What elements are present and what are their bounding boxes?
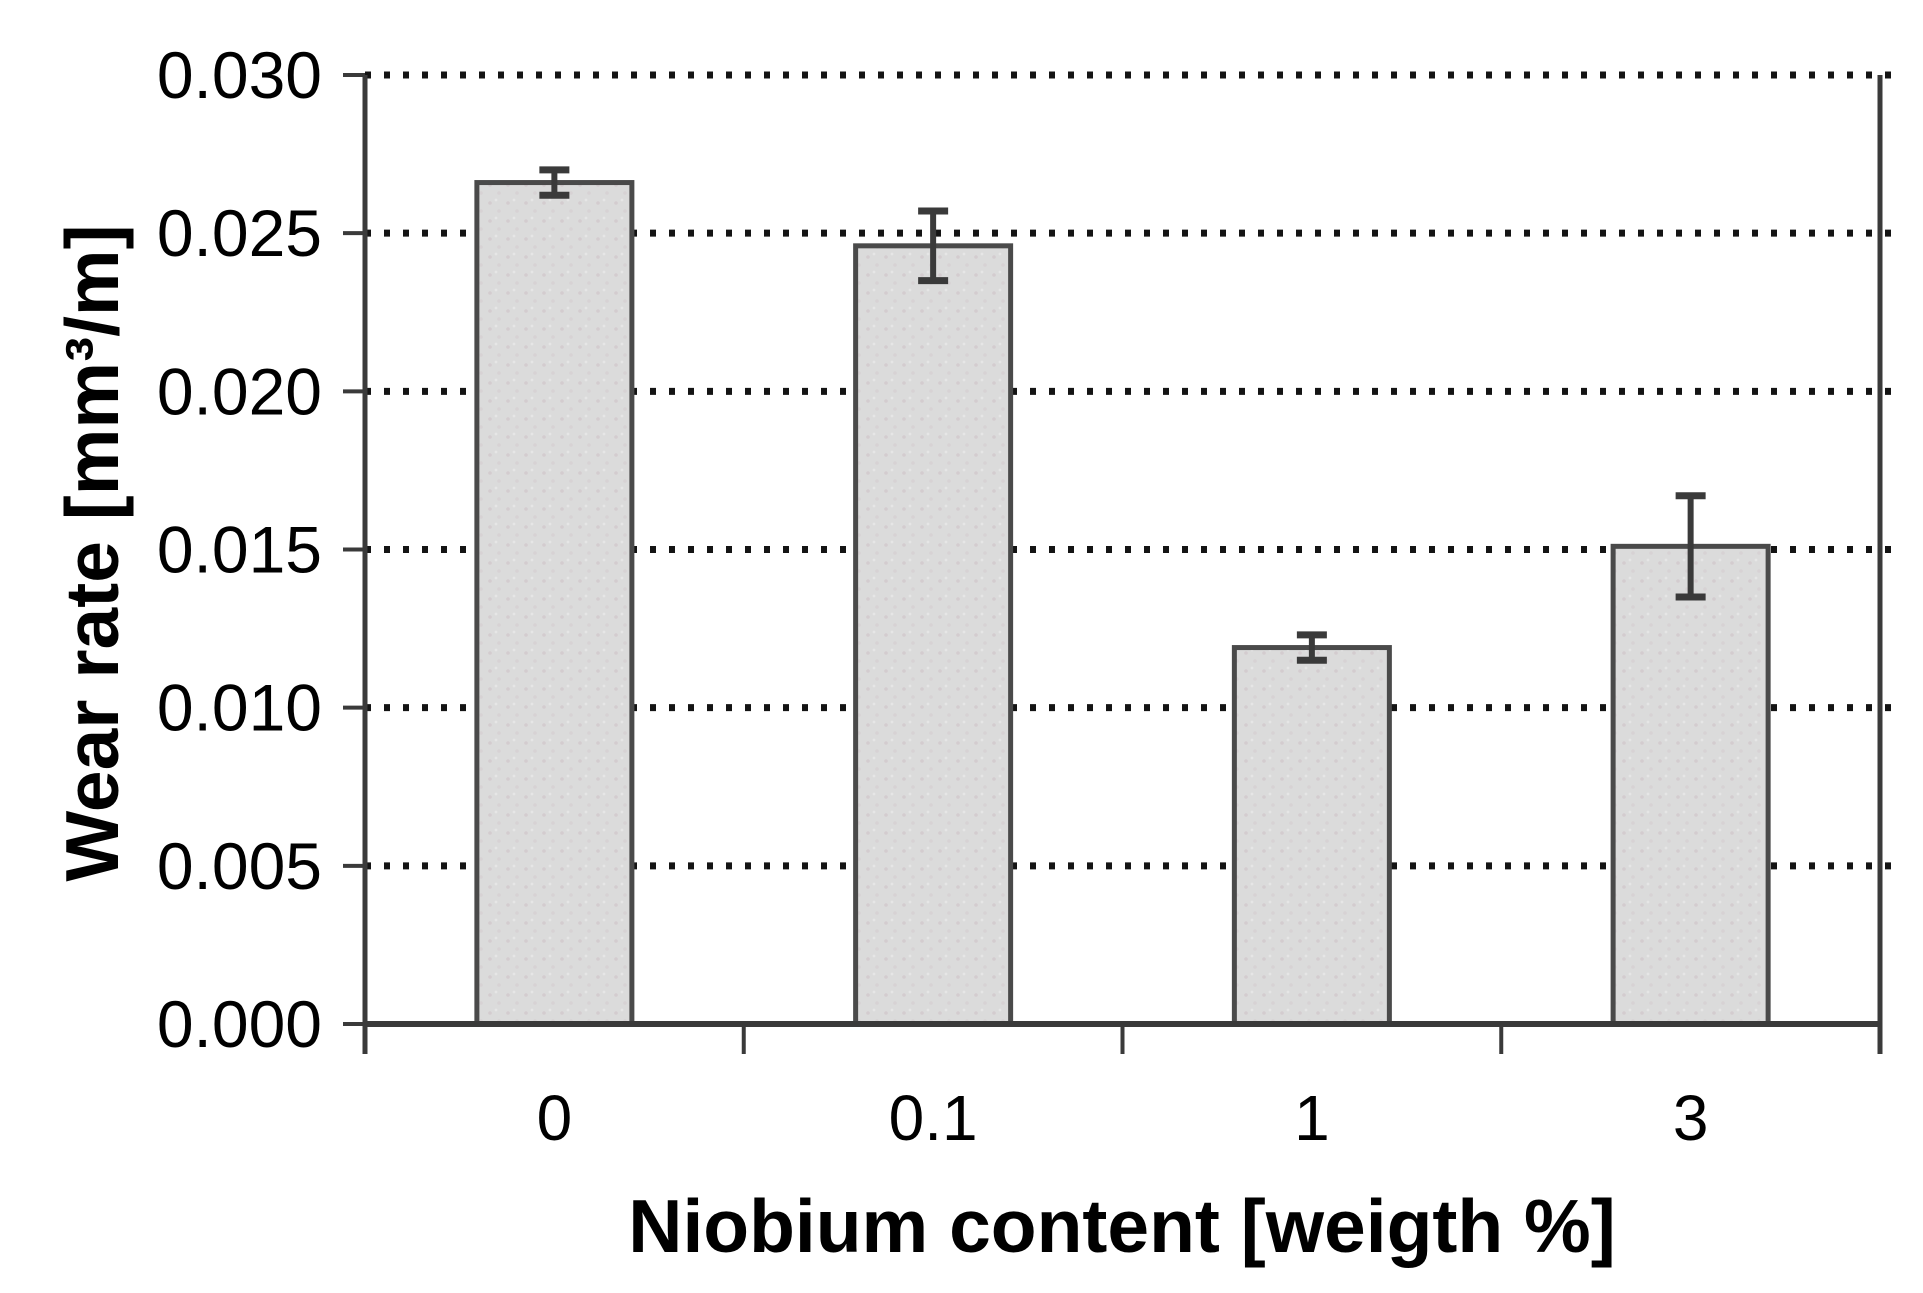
y-tick-label: 0.000	[157, 987, 322, 1061]
x-tick-label: 3	[1673, 1082, 1709, 1154]
y-tick-label: 0.030	[157, 38, 322, 112]
bar	[1231, 645, 1392, 1027]
y-tick-label: 0.025	[157, 196, 322, 270]
x-axis-title: Niobium content [weigth %]	[628, 1184, 1615, 1268]
bar	[1610, 543, 1771, 1027]
plot-area: 0.000 0.005 0.010 0.015 0.020 0.025 0.030 0 0.1 1…	[157, 38, 1904, 1154]
x-tick-label: 0.1	[889, 1082, 978, 1154]
y-axis-title: Wear rate [mm³/m]	[50, 224, 134, 881]
y-tick-label: 0.005	[157, 829, 322, 903]
bar	[853, 243, 1014, 1027]
y-tick-label: 0.010	[157, 671, 322, 745]
y-tick-label: 0.015	[157, 513, 322, 587]
bar	[474, 180, 635, 1027]
x-tick-label: 1	[1294, 1082, 1330, 1154]
x-tick-label: 0	[537, 1082, 573, 1154]
y-tick-label: 0.020	[157, 354, 322, 428]
